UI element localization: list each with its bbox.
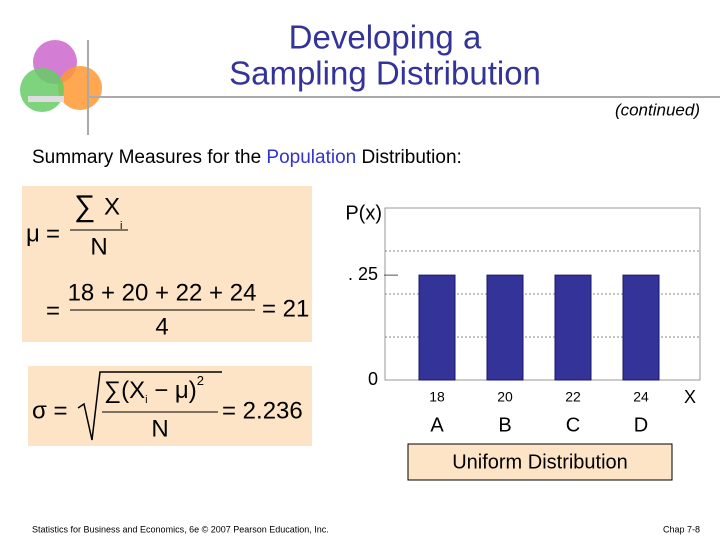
formula: ∑(X [104, 377, 145, 404]
page-number: Chap 7-8 [663, 524, 700, 534]
subtitle-part: Distribution: [356, 147, 462, 168]
formula-box [28, 366, 312, 446]
category-letter: C [566, 414, 580, 436]
formula: 2 [197, 373, 204, 388]
formula: σ = [32, 397, 68, 424]
y-tick-label: . 25 [348, 264, 378, 284]
bar [418, 274, 456, 381]
x-tick-label: 18 [429, 389, 445, 405]
category-letter: B [498, 414, 511, 436]
formula: N [90, 233, 107, 260]
formula: 18 + 20 + 22 + 24 [68, 279, 257, 306]
formula: μ [26, 220, 40, 247]
x-tick-label: 24 [633, 389, 649, 405]
y-axis-label: P(x) [345, 202, 382, 224]
formula: X [104, 193, 120, 220]
formula: ∑(Xi − μ)2 [104, 373, 204, 405]
subtitle-part: Population [266, 147, 356, 168]
subtitle-part: Summary Measures for the [32, 147, 266, 168]
caption: Uniform Distribution [452, 451, 628, 473]
formula: ∑ [74, 190, 95, 223]
subtitle: Summary Measures for the Population Dist… [32, 147, 462, 168]
bar [622, 274, 660, 381]
formula: = [46, 297, 60, 324]
bar [486, 274, 524, 381]
bar [554, 274, 592, 381]
x-axis-label: X [684, 387, 696, 407]
title: Developing a [289, 19, 482, 56]
formula: = 21 [262, 295, 309, 322]
title: Sampling Distribution [229, 55, 541, 92]
formula-box [22, 186, 312, 342]
formula: 4 [155, 313, 168, 340]
y-tick-label: 0 [368, 369, 378, 389]
footer: Statistics for Business and Economics, 6… [32, 524, 329, 534]
logo [20, 40, 102, 112]
category-letter: D [634, 414, 648, 436]
x-tick-label: 22 [565, 389, 581, 405]
continued: (continued) [615, 100, 700, 119]
formula: i [145, 394, 147, 406]
formula: = 2.236 [222, 397, 303, 424]
formula: = [46, 220, 60, 247]
formula: − μ) [148, 377, 197, 404]
radical [77, 371, 222, 441]
category-letter: A [430, 414, 444, 436]
formula: N [151, 415, 168, 442]
caption-box [407, 443, 673, 481]
formula: i [120, 220, 122, 232]
x-tick-label: 20 [497, 389, 513, 405]
